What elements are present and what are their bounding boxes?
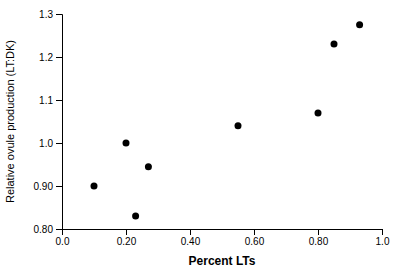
x-tick: 1.0 — [376, 229, 390, 247]
y-tick: 1.3 — [39, 9, 62, 20]
x-tick-label: 0.0 — [56, 236, 70, 247]
x-tick: 0.80 — [309, 229, 329, 247]
y-axis: 0.80 0.90 1.0 1.1 1.2 1.3 — [34, 9, 63, 235]
point — [91, 183, 98, 190]
x-axis: 0.0 0.20 0.40 0.60 0.80 1.0 — [56, 229, 390, 247]
point — [132, 213, 139, 220]
x-tick-mark — [318, 229, 319, 235]
y-tick-mark — [56, 14, 62, 15]
y-tick: 0.90 — [34, 181, 62, 192]
y-tick: 1.2 — [39, 52, 62, 63]
x-tick-label: 0.80 — [309, 236, 329, 247]
y-tick: 1.1 — [39, 95, 62, 106]
x-tick-label: 1.0 — [376, 236, 390, 247]
point — [235, 122, 242, 129]
y-tick-label: 1.3 — [39, 9, 53, 20]
x-tick-mark — [126, 229, 127, 235]
x-axis-line — [63, 230, 383, 236]
x-tick-mark — [254, 229, 255, 235]
y-tick-mark — [56, 100, 62, 101]
point — [356, 21, 363, 28]
x-tick-mark — [382, 229, 383, 235]
x-axis-title: Percent LTs — [189, 254, 256, 268]
point — [315, 109, 322, 116]
y-tick-label: 1.0 — [39, 138, 53, 149]
point — [331, 41, 338, 48]
chart: 0.0 0.20 0.40 0.60 0.80 1.0 0.80 0.90 1.0 1.1 1.2 1… — [0, 0, 400, 273]
x-tick: 0.20 — [117, 229, 137, 247]
y-tick-label: 1.1 — [39, 95, 53, 106]
y-axis-line — [56, 15, 63, 230]
point — [123, 140, 130, 147]
y-tick-label: 1.2 — [39, 52, 53, 63]
y-tick-label: 0.90 — [34, 181, 54, 192]
points — [91, 21, 364, 219]
x-tick: 0.0 — [56, 229, 70, 247]
y-tick: 1.0 — [39, 138, 62, 149]
y-tick-label: 0.80 — [34, 224, 54, 235]
x-tick-label: 0.40 — [181, 236, 201, 247]
x-tick: 0.60 — [245, 229, 265, 247]
y-tick: 0.80 — [34, 224, 62, 235]
x-tick-label: 0.60 — [245, 236, 265, 247]
x-tick-mark — [190, 229, 191, 235]
x-tick-label: 0.20 — [117, 236, 137, 247]
y-tick-mark — [56, 57, 62, 58]
y-tick-mark — [56, 186, 62, 187]
y-tick-mark — [56, 143, 62, 144]
point — [145, 163, 152, 170]
y-tick-mark — [56, 229, 62, 230]
y-axis-title: Relative ovule production (LT:DK) — [4, 40, 16, 203]
plot: 0.0 0.20 0.40 0.60 0.80 1.0 0.80 0.90 1.0 1.1 1.2 1… — [34, 9, 390, 247]
x-tick: 0.40 — [181, 229, 201, 247]
